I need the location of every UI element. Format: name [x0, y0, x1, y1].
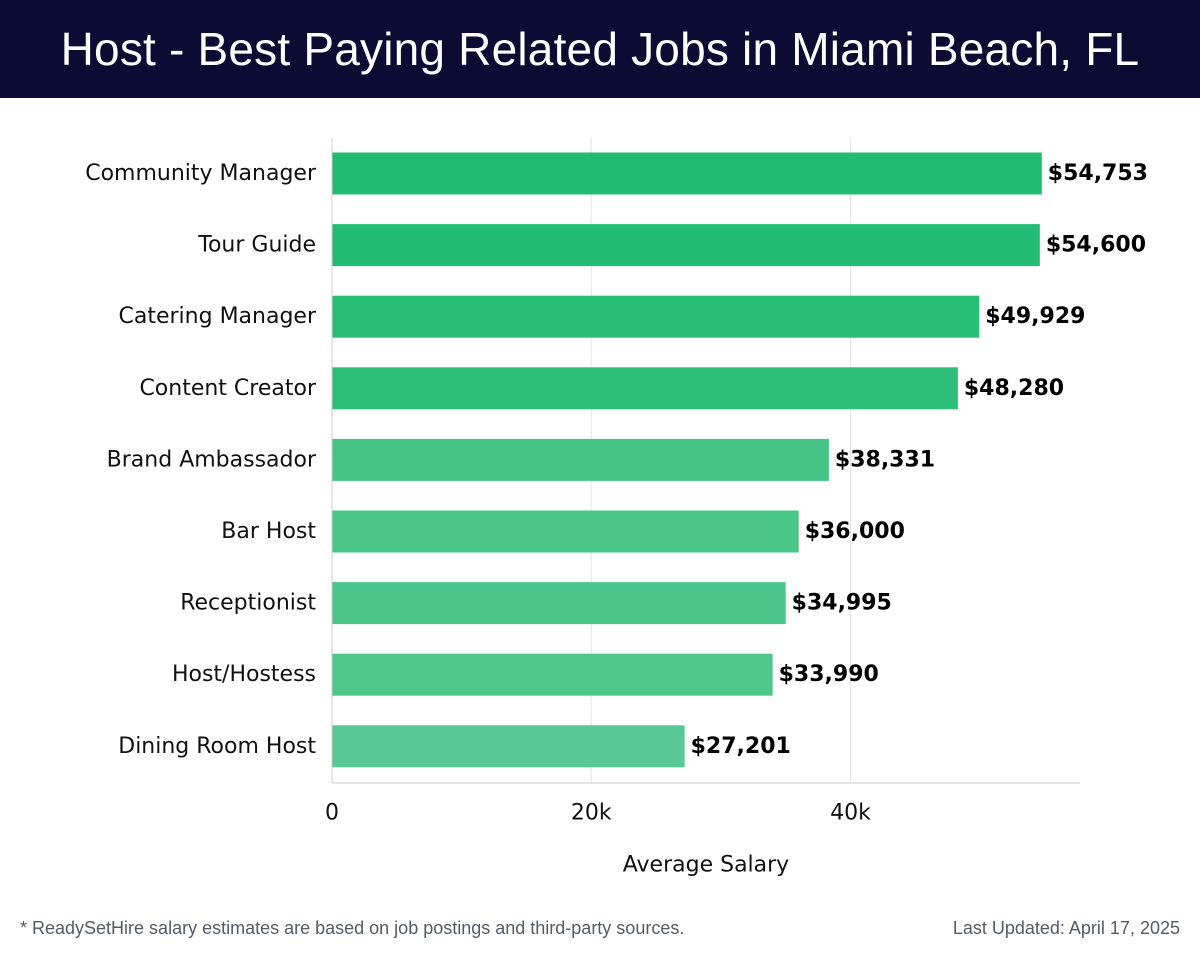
chart-title: Host - Best Paying Related Jobs in Miami… [60, 23, 1140, 75]
value-label: $33,990 [779, 662, 879, 687]
chart-header: Host - Best Paying Related Jobs in Miami… [0, 0, 1200, 98]
category-label: Catering Manager [119, 304, 317, 329]
x-axis-title: Average Salary [623, 853, 789, 878]
value-label: $54,753 [1048, 161, 1148, 186]
bar [332, 152, 1042, 195]
x-tick-label: 0 [325, 801, 339, 826]
x-tick-label: 40k [830, 801, 871, 826]
bar [332, 725, 685, 768]
value-label: $34,995 [792, 591, 892, 616]
category-label: Host/Hostess [172, 662, 316, 687]
bar [332, 295, 980, 338]
bar [332, 653, 773, 696]
footnote: * ReadySetHire salary estimates are base… [20, 918, 685, 938]
value-label: $27,201 [691, 734, 791, 759]
value-label: $36,000 [805, 519, 905, 544]
value-label: $38,331 [835, 447, 935, 472]
category-label: Receptionist [180, 591, 316, 616]
bar [332, 582, 786, 625]
salary-bar-chart: Community Manager $54,753 Tour Guide $54,60… [85, 138, 1148, 878]
last-updated: Last Updated: April 17, 2025 [952, 918, 1180, 938]
value-label: $49,929 [985, 304, 1085, 329]
x-tick-label: 20k [571, 801, 612, 826]
category-label: Bar Host [221, 519, 316, 544]
value-label: $54,600 [1046, 233, 1146, 258]
bar [332, 367, 958, 410]
category-label: Community Manager [85, 161, 317, 186]
category-label: Tour Guide [197, 233, 316, 258]
category-label: Brand Ambassador [107, 447, 317, 472]
bar [332, 224, 1040, 267]
category-label: Content Creator [139, 376, 317, 401]
category-label: Dining Room Host [118, 734, 316, 759]
value-label: $48,280 [964, 376, 1064, 401]
bar [332, 438, 829, 481]
bar [332, 510, 799, 553]
